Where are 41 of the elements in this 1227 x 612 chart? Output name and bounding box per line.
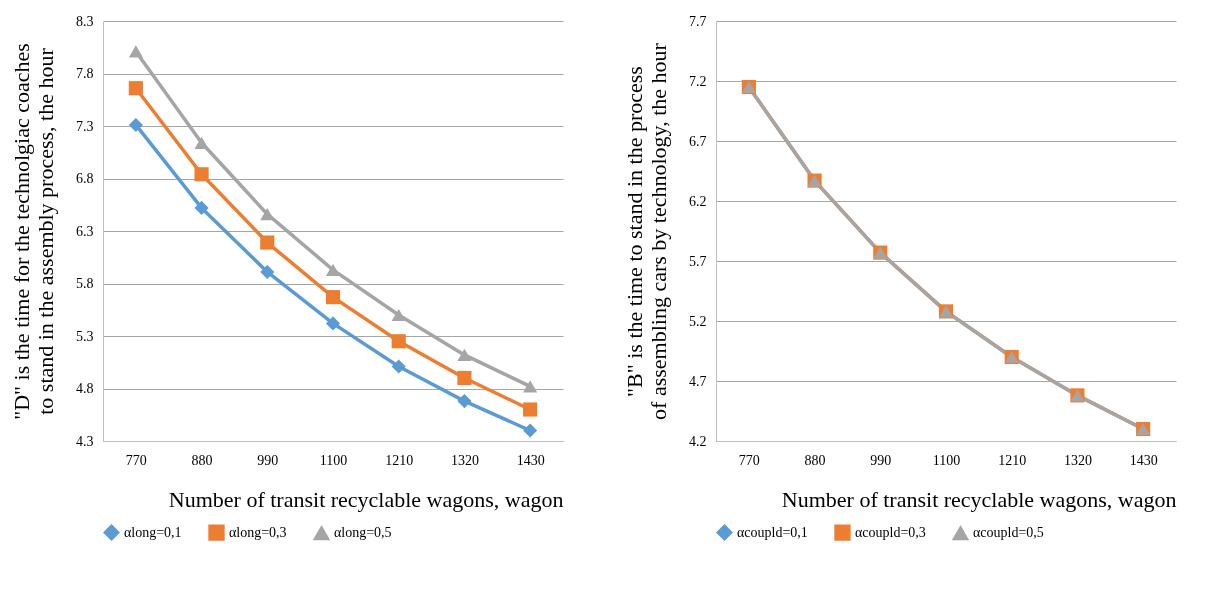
y-tick-label: 6.8 (76, 171, 94, 186)
y-tick-label: 4.2 (689, 433, 707, 449)
x-tick-label: 1430 (1129, 452, 1158, 468)
y-axis-title: "D" is the time for the technolgiac coaches to stand in the assembly process, the hour (9, 43, 58, 420)
legend-label: αlong=0,3 (229, 524, 287, 540)
x-tick-label: 990 (870, 452, 892, 468)
legend-label: αcoupld=0,1 (737, 524, 808, 540)
y-tick-label: 4.8 (76, 381, 94, 396)
y-tick-label: 7.2 (689, 73, 707, 89)
x-axis-title: Number of transit recyclable wagons, wagon (781, 486, 1177, 512)
legend-label: αlong=0,1 (124, 524, 182, 540)
y-axis-title: "B" is the time to stand in the process of assembling cars by technology, the hour (622, 42, 671, 420)
x-tick-label: 1100 (319, 452, 348, 468)
x-tick-label: 880 (804, 452, 826, 468)
x-tick-label: 1320 (1063, 452, 1092, 468)
x-tick-label: 1210 (998, 452, 1027, 468)
x-tick-label: 770 (738, 452, 760, 468)
y-tick-label: 5.2 (689, 313, 707, 329)
x-tick-label: 1430 (516, 452, 545, 468)
x-tick-label: 1100 (932, 452, 961, 468)
x-tick-label: 1210 (385, 452, 414, 468)
y-tick-label: 6.3 (76, 223, 94, 239)
x-tick-label: 1320 (450, 452, 479, 468)
x-tick-label: 990 (257, 452, 279, 468)
legend-label: αcoupld=0,3 (855, 524, 926, 540)
y-tick-label: 6.2 (689, 193, 707, 209)
y-tick-label: 8.3 (76, 13, 94, 29)
x-axis-title: Number of transit recyclable wagons, wagon (168, 486, 564, 512)
y-tick-label: 5.8 (76, 276, 94, 291)
y-tick-label: 5.3 (76, 328, 94, 344)
y-tick-label: 7.3 (76, 118, 94, 134)
x-tick-label: 880 (191, 452, 213, 468)
legend-label: αlong=0,5 (334, 525, 392, 541)
y-tick-label: 5.7 (689, 253, 707, 269)
y-tick-label: 4.3 (76, 433, 94, 449)
legend-label: αcoupld=0,5 (973, 525, 1044, 541)
y-tick-label: 6.7 (689, 133, 707, 149)
y-tick-label: 7.8 (76, 66, 94, 81)
y-tick-label: 4.7 (689, 373, 707, 389)
y-tick-label: 7.7 (689, 13, 707, 29)
x-tick-label: 770 (125, 452, 147, 468)
